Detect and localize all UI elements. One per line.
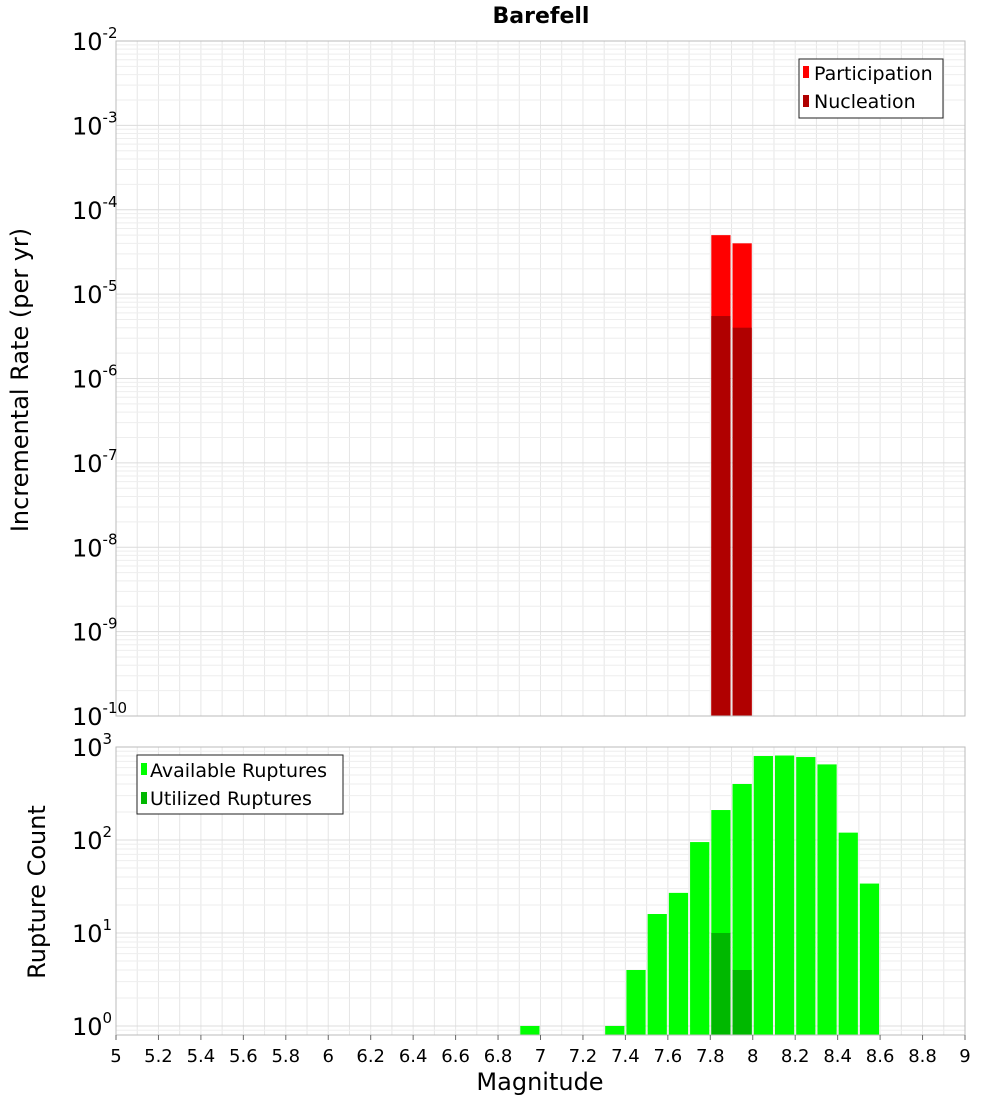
- magnitude-x-tick-label: 7.2: [569, 1046, 598, 1067]
- available-ruptures-bar: [774, 755, 795, 1035]
- magnitude-x-tick-label: 7: [535, 1046, 546, 1067]
- rupture-count-panel: 103 102 101 100 5 5.2 5.4 5.6 5.8 6 6.2 6.4 6.6 6.8 7…: [23, 730, 971, 1096]
- rupture-y-tick-label: 100: [72, 1009, 112, 1041]
- magnitude-x-tick-label: 6: [323, 1046, 334, 1067]
- available-ruptures-bar: [668, 892, 689, 1035]
- rate-grid: [115, 40, 966, 717]
- magnitude-x-ticks: 5 5.2 5.4 5.6 5.8 6 6.2 6.4 6.6 6.8 7 7.2 7.4 7.6 7.8 8…: [110, 1035, 971, 1067]
- available-legend-label: Available Ruptures: [150, 760, 327, 782]
- magnitude-x-tick-label: 5.8: [271, 1046, 300, 1067]
- rupture-legend-box: [136, 754, 344, 815]
- magnitude-x-tick-label: 6.6: [441, 1046, 470, 1067]
- rate-y-tick-label: 10-8: [72, 530, 118, 562]
- participation-legend-swatch: [803, 66, 809, 78]
- rate-y-tick-label: 10-6: [72, 362, 118, 394]
- magnitude-x-tick-label: 8.6: [866, 1046, 895, 1067]
- rupture-y-tick-label: 102: [72, 823, 112, 855]
- rupture-legend: Available Ruptures Utilized Ruptures: [136, 754, 344, 815]
- magnitude-x-tick-label: 6.2: [356, 1046, 385, 1067]
- rupture-y-tick-label: 103: [72, 730, 112, 762]
- available-ruptures-bar: [796, 757, 816, 1035]
- rate-y-tick-label: 10-4: [72, 193, 118, 225]
- available-ruptures-bar: [817, 764, 837, 1035]
- magnitude-x-tick-label: 8.2: [781, 1046, 810, 1067]
- available-ruptures-bar: [605, 1025, 625, 1035]
- utilized-legend-swatch: [141, 792, 147, 804]
- magnitude-x-tick-label: 5.2: [144, 1046, 173, 1067]
- rupture-y-tick-label: 101: [72, 916, 112, 948]
- nucleation-bar: [711, 316, 731, 716]
- magnitude-x-tick-label: 6.8: [484, 1046, 513, 1067]
- rate-panel: 10-2 10-3 10-4 10-5 10-6 10-7 10-8 10-9 10-10 In…: [6, 24, 966, 731]
- available-ruptures-bar: [520, 1025, 540, 1035]
- magnitude-x-tick-label: 8.4: [823, 1046, 852, 1067]
- utilized-legend-label: Utilized Ruptures: [150, 788, 312, 810]
- available-ruptures-bar: [753, 756, 773, 1035]
- magnitude-x-tick-label: 6.4: [399, 1046, 428, 1067]
- rate-y-tick-label: 10-7: [72, 446, 118, 478]
- rupture-y-axis-label: Rupture Count: [23, 805, 51, 979]
- participation-legend-label: Participation: [814, 63, 933, 85]
- rate-legend-box: [798, 58, 944, 119]
- magnitude-x-tick-label: 9: [959, 1046, 970, 1067]
- available-legend-swatch: [141, 763, 147, 775]
- rupture-y-ticks: 103 102 101 100: [72, 730, 112, 1041]
- available-ruptures-bar: [838, 832, 858, 1035]
- rate-y-tick-label: 10-3: [72, 108, 118, 140]
- rate-y-tick-label: 10-5: [72, 277, 118, 309]
- rate-bars: [711, 235, 752, 717]
- nucleation-bar: [732, 327, 752, 716]
- available-ruptures-bar: [690, 842, 710, 1035]
- magnitude-x-tick-label: 5.6: [229, 1046, 258, 1067]
- available-ruptures-bar: [859, 883, 880, 1035]
- rate-y-axis-label: Incremental Rate (per yr): [6, 228, 34, 532]
- rate-plot-frame: [115, 40, 966, 717]
- magnitude-x-tick-label: 7.6: [654, 1046, 683, 1067]
- nucleation-legend-swatch: [803, 95, 809, 107]
- magnitude-x-axis-label: Magnitude: [476, 1068, 603, 1096]
- utilized-ruptures-bar: [732, 969, 752, 1035]
- rate-y-ticks: 10-2 10-3 10-4 10-5 10-6 10-7 10-8 10-9 10-10: [72, 24, 127, 731]
- magnitude-x-tick-label: 8: [747, 1046, 758, 1067]
- rate-y-tick-label: 10-2: [72, 24, 118, 56]
- rate-legend: Participation Nucleation: [798, 58, 944, 119]
- magnitude-x-tick-label: 5: [110, 1046, 121, 1067]
- rate-y-tick-label: 10-9: [72, 615, 118, 647]
- rupture-bars: [520, 755, 880, 1035]
- magnitude-x-tick-label: 5.4: [187, 1046, 216, 1067]
- nucleation-legend-label: Nucleation: [814, 91, 916, 113]
- chart-title: Barefell: [493, 4, 590, 29]
- available-ruptures-bar: [647, 914, 667, 1035]
- available-ruptures-bar: [626, 969, 646, 1035]
- magnitude-x-tick-label: 7.4: [611, 1046, 640, 1067]
- utilized-ruptures-bar: [711, 932, 731, 1035]
- magnitude-x-tick-label: 8.8: [908, 1046, 937, 1067]
- rate-y-tick-label: 10-10: [72, 699, 127, 731]
- magnitude-x-tick-label: 7.8: [696, 1046, 725, 1067]
